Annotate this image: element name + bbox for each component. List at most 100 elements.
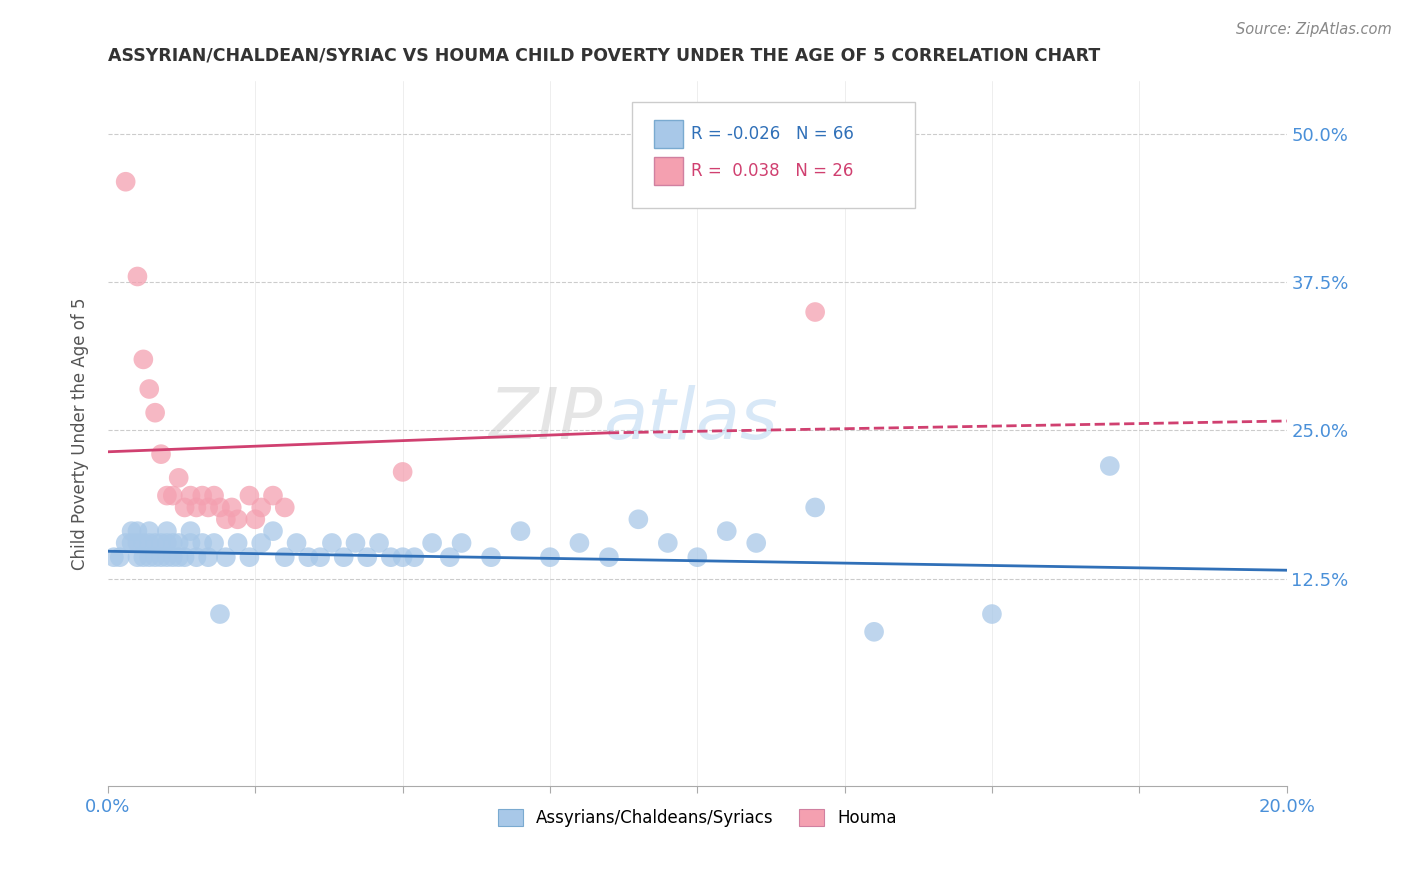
Text: R =  0.038   N = 26: R = 0.038 N = 26: [692, 162, 853, 180]
Point: [479, 550, 502, 565]
Point: [274, 550, 297, 565]
Point: [114, 536, 136, 550]
Point: [121, 536, 143, 550]
Point: [143, 550, 166, 565]
Text: ZIP: ZIP: [489, 384, 603, 454]
Point: [332, 550, 354, 565]
Point: [262, 489, 284, 503]
Point: [179, 524, 201, 538]
Point: [150, 447, 173, 461]
Point: [103, 550, 125, 565]
Point: [127, 269, 149, 284]
Point: [127, 536, 149, 550]
Text: ASSYRIAN/CHALDEAN/SYRIAC VS HOUMA CHILD POVERTY UNDER THE AGE OF 5 CORRELATION C: ASSYRIAN/CHALDEAN/SYRIAC VS HOUMA CHILD …: [108, 46, 1101, 64]
Point: [215, 550, 238, 565]
Point: [150, 550, 173, 565]
Point: [202, 489, 225, 503]
Point: [716, 524, 738, 538]
Point: [191, 489, 214, 503]
Point: [404, 550, 426, 565]
Point: [138, 550, 160, 565]
Point: [156, 524, 179, 538]
Point: [215, 512, 238, 526]
Point: [132, 536, 155, 550]
Point: [538, 550, 561, 565]
Point: [221, 500, 243, 515]
Point: [285, 536, 308, 550]
Point: [297, 550, 319, 565]
Legend: Assyrians/Chaldeans/Syriacs, Houma: Assyrians/Chaldeans/Syriacs, Houma: [491, 802, 903, 834]
Point: [167, 471, 190, 485]
Point: [627, 512, 650, 526]
Point: [138, 536, 160, 550]
Point: [686, 550, 709, 565]
Point: [202, 536, 225, 550]
Point: [1098, 458, 1121, 473]
Point: [138, 524, 160, 538]
Point: [863, 624, 886, 639]
Point: [179, 536, 201, 550]
Point: [114, 175, 136, 189]
Point: [121, 524, 143, 538]
Point: [450, 536, 472, 550]
Y-axis label: Child Poverty Under the Age of 5: Child Poverty Under the Age of 5: [72, 297, 89, 570]
Point: [981, 607, 1004, 621]
Point: [439, 550, 461, 565]
Point: [208, 500, 231, 515]
Point: [509, 524, 531, 538]
Point: [238, 489, 260, 503]
Point: [162, 536, 184, 550]
Point: [391, 465, 413, 479]
Point: [173, 550, 195, 565]
Point: [186, 550, 208, 565]
Point: [208, 607, 231, 621]
FancyBboxPatch shape: [633, 103, 915, 208]
Point: [167, 550, 190, 565]
Point: [156, 550, 179, 565]
Point: [309, 550, 332, 565]
Bar: [654, 157, 683, 186]
Point: [143, 406, 166, 420]
Point: [186, 500, 208, 515]
Point: [598, 550, 620, 565]
Point: [804, 305, 827, 319]
Point: [143, 536, 166, 550]
Point: [657, 536, 679, 550]
Point: [162, 489, 184, 503]
Point: [127, 524, 149, 538]
Text: R = -0.026   N = 66: R = -0.026 N = 66: [692, 125, 855, 143]
Point: [321, 536, 343, 550]
Point: [420, 536, 443, 550]
Point: [262, 524, 284, 538]
Point: [274, 500, 297, 515]
Point: [245, 512, 267, 526]
Point: [344, 536, 367, 550]
Point: [356, 550, 378, 565]
Point: [156, 536, 179, 550]
Point: [179, 489, 201, 503]
Point: [108, 550, 131, 565]
Point: [150, 536, 173, 550]
Point: [132, 550, 155, 565]
Point: [167, 536, 190, 550]
Point: [138, 382, 160, 396]
Point: [250, 500, 273, 515]
Point: [173, 500, 195, 515]
Text: atlas: atlas: [603, 384, 778, 454]
Point: [197, 500, 219, 515]
Bar: [654, 120, 683, 148]
Point: [368, 536, 391, 550]
Point: [568, 536, 591, 550]
Point: [162, 550, 184, 565]
Point: [745, 536, 768, 550]
Point: [804, 500, 827, 515]
Point: [156, 489, 179, 503]
Point: [250, 536, 273, 550]
Point: [238, 550, 260, 565]
Point: [132, 352, 155, 367]
Point: [380, 550, 402, 565]
Text: Source: ZipAtlas.com: Source: ZipAtlas.com: [1236, 22, 1392, 37]
Point: [226, 512, 249, 526]
Point: [191, 536, 214, 550]
Point: [127, 550, 149, 565]
